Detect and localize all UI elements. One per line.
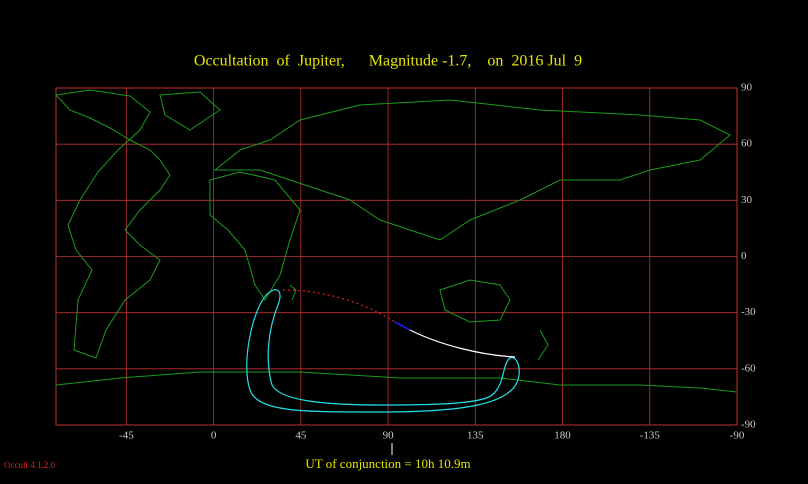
y-tick-label: 30 — [741, 194, 753, 206]
x-tick-label: -135 — [640, 430, 661, 442]
grid: -45 0 45 90 135 180 -135 -90 90 60 30 0 -30 -60 -90 — [55, 82, 756, 442]
x-tick-label: -90 — [730, 430, 745, 442]
y-tick-label: 90 — [741, 82, 753, 94]
limit-lines — [246, 289, 520, 413]
twilight-path — [394, 321, 411, 331]
x-tick-label: -45 — [119, 430, 134, 442]
x-tick-label: 0 — [211, 430, 217, 442]
madagascar — [289, 284, 297, 301]
y-tick-label: -90 — [741, 419, 756, 431]
australia — [439, 279, 511, 323]
night-path — [282, 289, 396, 323]
eurasia — [213, 99, 731, 241]
day-path — [409, 329, 516, 358]
x-tick-label: 90 — [383, 430, 395, 442]
coastlines — [54, 89, 738, 393]
x-tick-label: 45 — [295, 430, 307, 442]
y-tick-label: 0 — [741, 250, 747, 262]
x-tick-label: 180 — [554, 430, 571, 442]
y-tick-label: 60 — [741, 138, 753, 150]
new-zealand — [537, 329, 549, 361]
version-label: Occult 4.1.2.0 — [4, 460, 55, 470]
y-tick-label: -60 — [741, 362, 756, 374]
greenland — [159, 91, 221, 131]
occultation-paths — [246, 289, 520, 413]
x-tick-label: 135 — [467, 430, 484, 442]
conjunction-label: UT of conjunction = 10h 10.9m — [305, 456, 470, 471]
africa — [209, 171, 301, 301]
y-tick-label: -30 — [741, 306, 756, 318]
map-title: Occultation of Jupiter, Magnitude -1.7, … — [194, 53, 582, 70]
antarctica — [55, 371, 738, 393]
americas — [54, 89, 171, 359]
